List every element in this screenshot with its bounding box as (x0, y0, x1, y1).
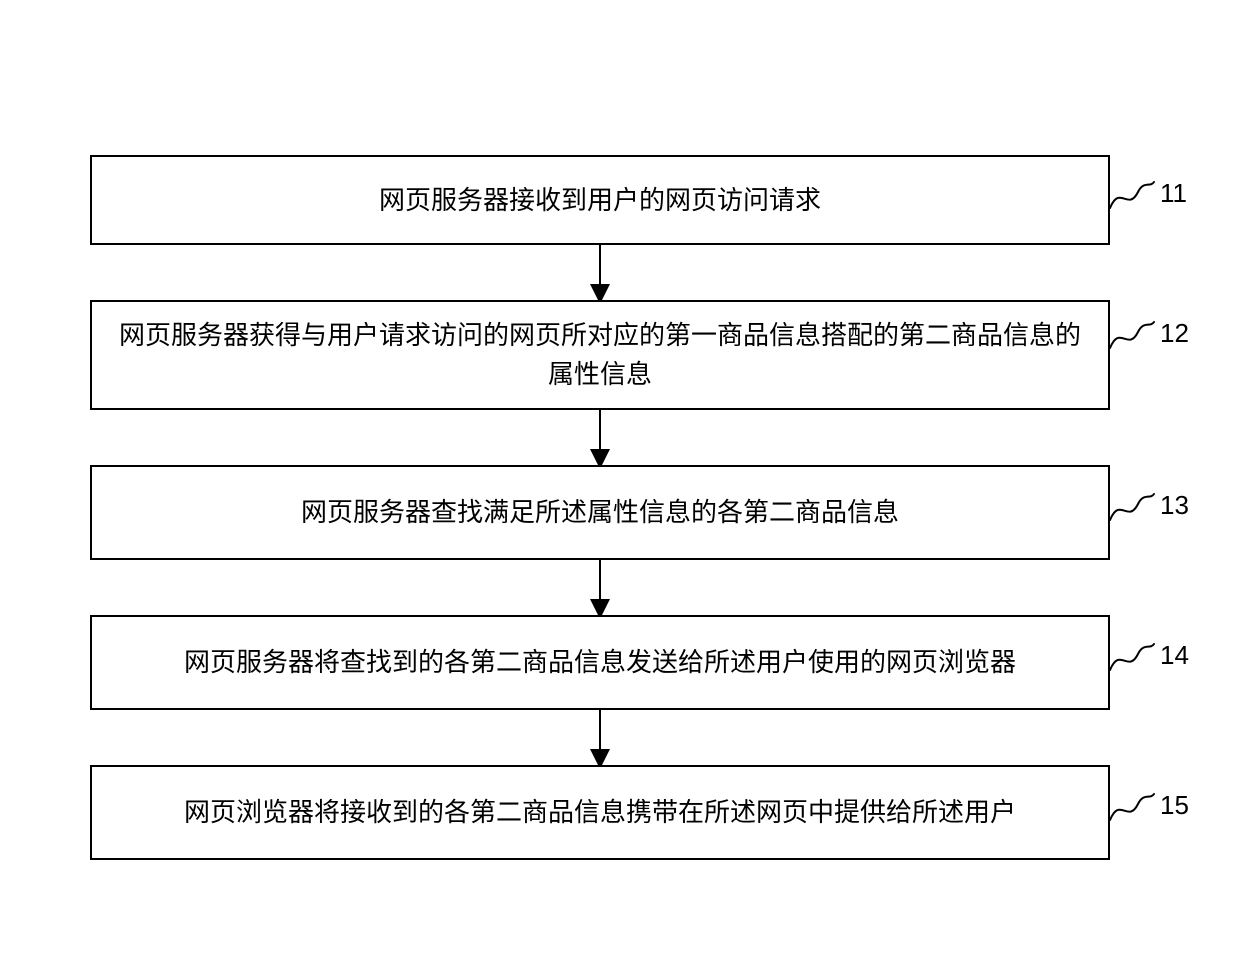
flow-node-text: 网页服务器将查找到的各第二商品信息发送给所述用户使用的网页浏览器 (184, 643, 1016, 682)
flow-node-13: 网页服务器查找满足所述属性信息的各第二商品信息 (90, 465, 1110, 560)
reference-label-14: 14 (1160, 640, 1189, 671)
flow-node-text: 网页服务器查找满足所述属性信息的各第二商品信息 (301, 493, 899, 532)
flow-node-text: 网页服务器接收到用户的网页访问请求 (379, 181, 821, 220)
flow-node-14: 网页服务器将查找到的各第二商品信息发送给所述用户使用的网页浏览器 (90, 615, 1110, 710)
reference-label-12: 12 (1160, 318, 1189, 349)
flow-node-text: 网页服务器获得与用户请求访问的网页所对应的第一商品信息搭配的第二商品信息的属性信… (112, 316, 1088, 394)
flowchart-canvas: 网页服务器接收到用户的网页访问请求 网页服务器获得与用户请求访问的网页所对应的第… (0, 0, 1240, 965)
reference-label-13: 13 (1160, 490, 1189, 521)
reference-mark-12 (1108, 318, 1156, 352)
flow-node-text: 网页浏览器将接收到的各第二商品信息携带在所述网页中提供给所述用户 (184, 793, 1016, 832)
flow-node-11: 网页服务器接收到用户的网页访问请求 (90, 155, 1110, 245)
reference-mark-15 (1108, 790, 1156, 824)
reference-label-11: 11 (1160, 178, 1187, 209)
reference-label-15: 15 (1160, 790, 1189, 821)
flow-node-15: 网页浏览器将接收到的各第二商品信息携带在所述网页中提供给所述用户 (90, 765, 1110, 860)
flow-node-12: 网页服务器获得与用户请求访问的网页所对应的第一商品信息搭配的第二商品信息的属性信… (90, 300, 1110, 410)
reference-mark-14 (1108, 640, 1156, 674)
reference-mark-13 (1108, 490, 1156, 524)
reference-mark-11 (1108, 178, 1156, 212)
